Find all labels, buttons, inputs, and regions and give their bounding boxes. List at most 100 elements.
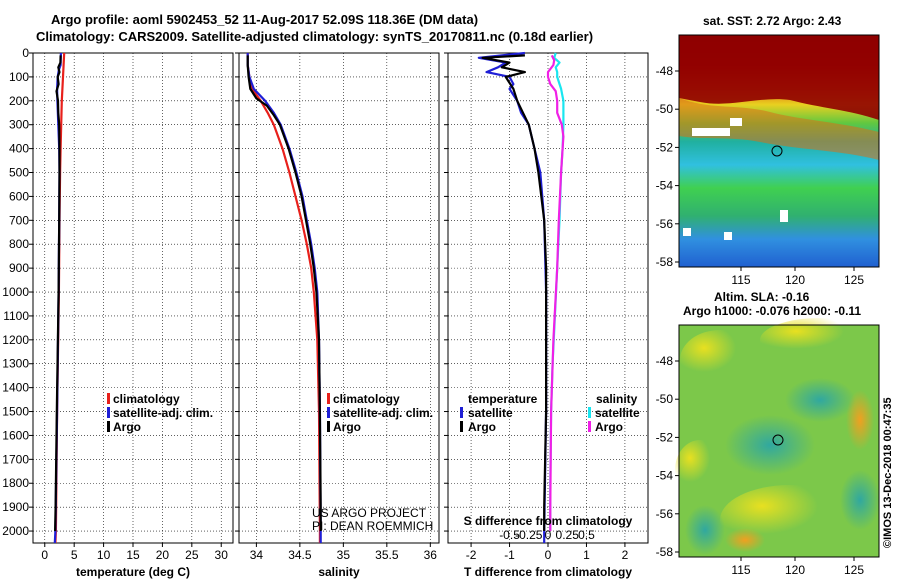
- x-tick-label: -1: [504, 548, 515, 562]
- legend-label-climatology: climatology: [333, 392, 400, 406]
- sst-missing-patch: [724, 232, 732, 240]
- map-lat-label: -56: [656, 507, 674, 521]
- difference-panel: -2 -1 0 1 2 T difference from climatology S di…: [444, 51, 649, 579]
- legend-label-climatology: climatology: [113, 392, 180, 406]
- sst-map: sat. SST: 2.72 Argo: 2.43 -48 -50 -52 -54 -5…: [656, 14, 880, 287]
- top-x-tick-label: -0.5: [499, 528, 520, 542]
- depth-axis: 0 100 200 300 400 500 600 700 800 900 1000 1100 1200…: [2, 46, 29, 538]
- top-x-tick-label: -0.25: [515, 528, 543, 542]
- map-lon-label: 120: [785, 563, 805, 577]
- legend-label-t-satellite: satellite: [468, 406, 513, 420]
- x-tick-label: 35: [337, 548, 351, 562]
- legend-swatch-t-argo: [460, 421, 463, 432]
- legend-swatch-argo: [327, 421, 330, 432]
- sla-blob: [685, 505, 725, 555]
- title-line-2: Climatology: CARS2009. Satellite-adjuste…: [36, 29, 594, 44]
- salinity-panel: 34 34.5 35 35.5 36 salinity: [235, 52, 440, 579]
- map-lat-label: -54: [656, 469, 674, 483]
- legend-temperature: climatology satellite-adj. clim. Argo: [107, 392, 213, 434]
- imos-credit: ©IMOS 13-Dec-2018 00:47:35: [882, 397, 894, 548]
- x-tick-label: 2: [622, 548, 629, 562]
- legend-swatch-s-satellite: [588, 407, 591, 418]
- sst-warm-region: [679, 35, 879, 120]
- x-tick-label: -2: [466, 548, 477, 562]
- depth-tick-label: 1900: [2, 500, 29, 514]
- argo-position-marker: [772, 434, 784, 446]
- x-tick-label: 34.5: [288, 548, 312, 562]
- depth-tick-label: 2000: [2, 524, 29, 538]
- depth-tick-label: 0: [22, 46, 29, 60]
- x-axis-label: salinity: [318, 565, 360, 579]
- x-tick-label: 0: [545, 548, 552, 562]
- depth-tick-label: 600: [9, 189, 29, 203]
- legend-label-argo: Argo: [113, 420, 141, 434]
- series-line-satellite-adj-clim: [246, 53, 322, 543]
- legend-salinity: climatology satellite-adj. clim. Argo: [327, 392, 433, 434]
- x-axis-label: T difference from climatology: [464, 565, 632, 579]
- x-tick-label: 35.5: [375, 548, 399, 562]
- depth-tick-label: 1600: [2, 428, 29, 442]
- map-lat-label: -58: [656, 545, 674, 559]
- map-lat-label: -50: [656, 102, 674, 116]
- legend-title-temperature: temperature: [468, 392, 538, 406]
- legend-label-t-argo: Argo: [468, 420, 496, 434]
- sst-map-title: sat. SST: 2.72 Argo: 2.43: [703, 14, 842, 28]
- sla-blob: [680, 330, 760, 390]
- x-tick-label: 10: [97, 548, 111, 562]
- legend-swatch-t-satellite: [460, 407, 463, 418]
- series-line-t-argo: [481, 54, 548, 531]
- project-annotation-1: US ARGO PROJECT: [312, 506, 427, 520]
- legend-label-satellite: satellite-adj. clim.: [113, 406, 213, 420]
- depth-tick-label: 1000: [2, 285, 29, 299]
- depth-tick-label: 500: [9, 166, 29, 180]
- map-lon-label: 125: [844, 563, 864, 577]
- legend-swatch-argo: [107, 421, 110, 432]
- depth-tick-label: 1500: [2, 405, 29, 419]
- panel-frame: [447, 52, 649, 544]
- series-line-s-argo: [546, 54, 565, 531]
- sst-missing-patch: [730, 118, 742, 126]
- top-x-tick-label: 0.5: [578, 528, 595, 542]
- x-tick-label: 20: [156, 548, 170, 562]
- sst-front-region: [679, 98, 879, 160]
- x-tick-label: 30: [215, 548, 229, 562]
- depth-tick-label: 200: [9, 94, 29, 108]
- legend-difference: temperature satellite Argo salinity sate…: [460, 392, 640, 434]
- depth-tick-label: 1200: [2, 333, 29, 347]
- legend-swatch-climatology: [327, 393, 330, 404]
- x-tick-label: 0: [41, 548, 48, 562]
- sla-blob: [785, 378, 855, 422]
- legend-label-satellite: satellite-adj. clim.: [333, 406, 433, 420]
- legend-swatch-satellite: [327, 407, 330, 418]
- sla-blob: [725, 528, 765, 552]
- temperature-panel: 0 5 10 15 20 25 30 temperature (deg C): [29, 52, 234, 579]
- legend-title-salinity: salinity: [596, 392, 638, 406]
- sla-blob: [725, 415, 815, 475]
- x-tick-label: 34: [250, 548, 264, 562]
- map-lat-label: -48: [656, 354, 674, 368]
- sst-missing-patch: [692, 128, 730, 136]
- map-lat-label: -52: [656, 430, 674, 444]
- map-lat-label: -52: [656, 140, 674, 154]
- depth-tick-label: 1800: [2, 476, 29, 490]
- panel-frame: [32, 52, 234, 544]
- depth-tick-label: 1300: [2, 357, 29, 371]
- series-line-climatology: [246, 53, 321, 543]
- x-axis-label: temperature (deg C): [76, 565, 190, 579]
- depth-tick-label: 400: [9, 142, 29, 156]
- top-x-tick-label: 0.25: [556, 528, 580, 542]
- map-lon-label: 120: [785, 273, 805, 287]
- depth-tick-label: 1100: [3, 309, 29, 323]
- legend-label-argo: Argo: [333, 420, 361, 434]
- argo-position-marker: [771, 145, 783, 157]
- series-line-argo: [54, 55, 62, 532]
- sst-map-frame: [678, 34, 880, 268]
- title-line-1: Argo profile: aoml 5902453_52 11-Aug-201…: [51, 12, 479, 27]
- map-lon-label: 115: [731, 273, 750, 287]
- sla-blob: [675, 440, 725, 500]
- legend-label-s-argo: Argo: [595, 420, 623, 434]
- x-tick-label: 1: [583, 548, 590, 562]
- x-tick-label: 5: [71, 548, 78, 562]
- project-annotation-2: PI: DEAN ROEMMICH: [312, 519, 433, 533]
- x-tick-label: 25: [185, 548, 199, 562]
